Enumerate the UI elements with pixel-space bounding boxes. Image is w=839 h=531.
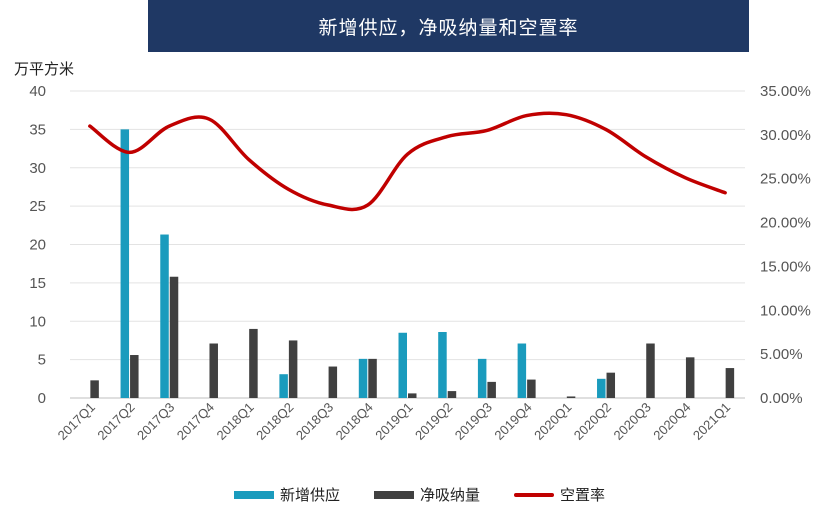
x-tick-label: 2021Q1 — [690, 400, 733, 443]
bar-supply — [517, 343, 527, 398]
bar-absorption — [408, 393, 417, 398]
x-tick-label: 2020Q3 — [611, 400, 654, 443]
x-tick-label: 2020Q2 — [571, 400, 614, 443]
legend-swatch-vacancy — [514, 492, 554, 497]
bar-absorption — [288, 340, 298, 398]
bar-supply — [597, 378, 606, 398]
y-left-tick-label: 0 — [38, 390, 46, 407]
x-tick-label: 2017Q4 — [174, 400, 217, 443]
bar-absorption — [447, 391, 457, 398]
bar-absorption — [646, 343, 655, 398]
chart-legend: 新增供应 净吸纳量 空置率 — [0, 484, 839, 505]
bar-supply — [358, 358, 368, 398]
bar-supply — [477, 358, 487, 398]
legend-label-supply: 新增供应 — [279, 486, 340, 504]
bar-supply — [160, 234, 169, 398]
chart-title-bar: 新增供应，净吸纳量和空置率 — [148, 0, 749, 52]
bar-supply — [438, 331, 447, 398]
legend-swatch-absorption — [373, 490, 414, 499]
x-tick-label: 2020Q1 — [531, 400, 574, 443]
bar-absorption — [566, 396, 576, 398]
y-left-tick-label: 35 — [29, 121, 46, 138]
left-axis-unit-label: 万平方米 — [14, 60, 75, 78]
bar-supply — [398, 332, 407, 398]
bar-absorption — [725, 368, 735, 398]
bar-absorption — [169, 276, 179, 398]
y-left-tick-label: 40 — [29, 83, 46, 100]
line-vacancy — [88, 111, 727, 212]
bar-absorption — [527, 379, 536, 398]
x-tick-label: 2019Q2 — [412, 400, 455, 443]
bar-absorption — [130, 355, 139, 398]
bar-absorption — [209, 343, 218, 398]
bar-absorption — [328, 366, 338, 398]
bar-absorption — [249, 328, 258, 398]
y-left-tick-label: 10 — [29, 313, 46, 330]
x-tick-label: 2017Q1 — [55, 400, 98, 443]
y-left-tick-label: 5 — [38, 352, 46, 369]
x-tick-label: 2019Q3 — [452, 400, 495, 443]
y-right-tick-label: 10.00% — [760, 302, 811, 319]
legend-item-supply: 新增供应 — [233, 484, 340, 505]
x-tick-label: 2017Q3 — [134, 400, 177, 443]
bar-supply — [120, 129, 130, 398]
x-tick-label: 2018Q4 — [333, 400, 376, 443]
y-right-tick-label: 25.00% — [760, 171, 811, 188]
x-tick-label: 2019Q1 — [372, 400, 415, 443]
x-tick-label: 2018Q3 — [293, 400, 336, 443]
legend-label-vacancy: 空置率 — [560, 486, 606, 504]
y-right-tick-label: 15.00% — [760, 258, 811, 275]
y-right-tick-label: 35.00% — [760, 83, 811, 100]
chart-title: 新增供应，净吸纳量和空置率 — [318, 16, 579, 39]
legend-label-absorption: 净吸纳量 — [419, 486, 480, 504]
bar-absorption — [606, 372, 616, 398]
x-tick-label: 2017Q2 — [94, 400, 137, 443]
y-left-tick-label: 30 — [29, 160, 46, 177]
legend-item-absorption: 净吸纳量 — [373, 484, 480, 505]
legend-item-vacancy: 空置率 — [514, 484, 605, 505]
bar-absorption — [685, 357, 695, 398]
x-tick-label: 2019Q4 — [491, 400, 534, 443]
y-left-tick-label: 20 — [29, 237, 46, 254]
x-tick-label: 2020Q4 — [650, 400, 693, 443]
x-tick-label: 2018Q2 — [253, 400, 296, 443]
x-tick-label: 2018Q1 — [213, 400, 256, 443]
y-right-tick-label: 0.00% — [760, 390, 803, 407]
y-right-tick-label: 20.00% — [760, 215, 811, 232]
y-left-tick-label: 25 — [29, 198, 46, 215]
bar-supply — [279, 374, 288, 398]
y-right-tick-label: 30.00% — [760, 127, 811, 144]
legend-swatch-supply — [233, 490, 274, 499]
bar-absorption — [368, 358, 377, 398]
bar-absorption — [487, 381, 496, 398]
y-left-tick-label: 15 — [29, 275, 46, 292]
bar-absorption — [90, 380, 99, 398]
y-right-tick-label: 5.00% — [760, 346, 803, 363]
